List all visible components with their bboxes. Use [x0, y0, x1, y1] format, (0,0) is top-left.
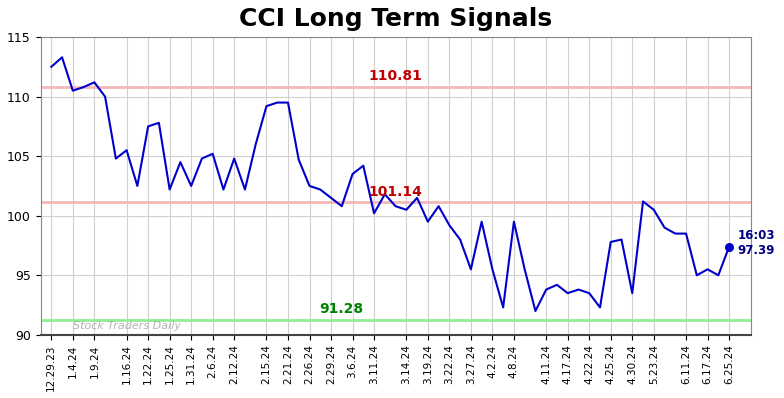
Text: 101.14: 101.14	[368, 185, 423, 199]
Text: 91.28: 91.28	[320, 302, 364, 316]
Text: Stock Traders Daily: Stock Traders Daily	[73, 321, 181, 331]
Text: 16:03
97.39: 16:03 97.39	[738, 229, 775, 257]
Text: 110.81: 110.81	[368, 69, 423, 84]
Point	[723, 244, 735, 250]
Title: CCI Long Term Signals: CCI Long Term Signals	[239, 7, 552, 31]
